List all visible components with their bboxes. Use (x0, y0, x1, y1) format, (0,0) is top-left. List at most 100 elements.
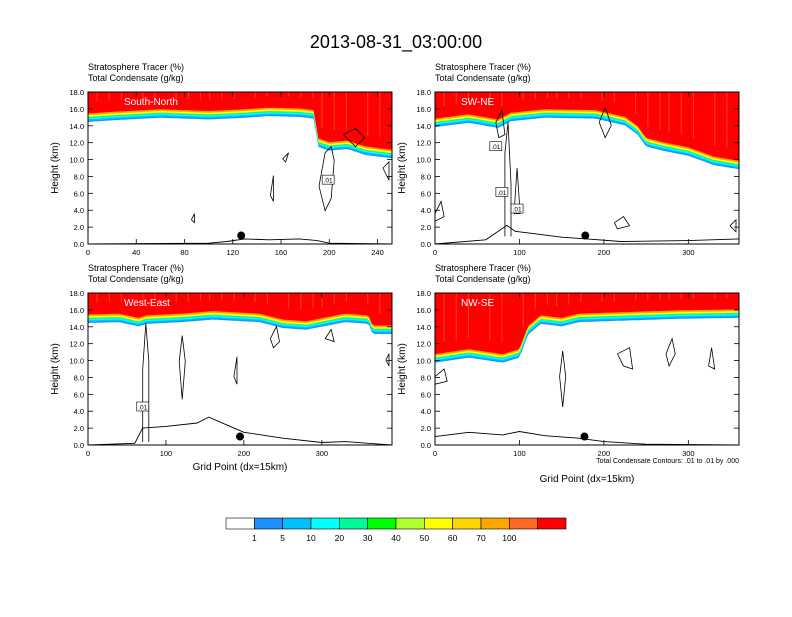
panel-south-north: Stratosphere Tracer (%)Total Condensate … (50, 62, 393, 257)
panel-header-condensate: Total Condensate (g/kg) (88, 73, 184, 83)
y-tick-label: 6.0 (74, 390, 84, 399)
y-tick-label: 18.0 (69, 289, 84, 298)
colorbar-swatch (367, 517, 397, 530)
y-tick-label: 2.0 (421, 223, 431, 232)
y-tick-label: 10.0 (416, 357, 431, 366)
x-tick-label: 200 (238, 449, 251, 458)
y-tick-label: 16.0 (416, 306, 431, 315)
location-marker (237, 231, 246, 240)
y-tick-label: 0.0 (74, 240, 84, 249)
x-tick-label: 120 (227, 248, 240, 257)
colorbar-label: 100 (502, 533, 516, 543)
y-tick-label: 4.0 (421, 206, 431, 215)
y-axis-label: Height (km) (397, 343, 408, 395)
contour-label: .01 (138, 405, 147, 412)
location-marker (581, 231, 590, 240)
y-axis-label: Height (km) (50, 142, 61, 194)
x-tick-label: 200 (323, 248, 336, 257)
y-tick-label: 0.0 (421, 441, 431, 450)
y-tick-label: 14.0 (416, 122, 431, 131)
colorbar-label: 70 (476, 533, 486, 543)
terrain-line (87, 238, 393, 245)
y-tick-label: 4.0 (421, 407, 431, 416)
panel-frame (434, 292, 740, 446)
terrain-line (434, 224, 740, 245)
colorbar-label: 40 (391, 533, 401, 543)
contour-label-box (321, 174, 335, 185)
x-axis-label-left: Grid Point (dx=15km) (193, 462, 288, 473)
x-tick-label: 300 (682, 248, 695, 257)
x-tick-label: 100 (160, 449, 173, 458)
colorbar: 1 5 10 20 30 40 50 60 70 100 (225, 517, 567, 543)
condensate-contour (385, 353, 390, 367)
panel-title: SW-NE (461, 97, 494, 108)
y-tick-label: 14.0 (416, 323, 431, 332)
condensate-contour (513, 167, 521, 214)
condensate-contour (598, 106, 612, 139)
y-tick-label: 10.0 (416, 156, 431, 165)
y-tick-label: 2.0 (74, 424, 84, 433)
x-tick-label: 100 (513, 248, 526, 257)
condensate-contour (382, 160, 390, 181)
panel-header-tracer: Stratosphere Tracer (%) (435, 263, 531, 273)
colorbar-swatch (310, 517, 340, 530)
y-tick-label: 12.0 (69, 340, 84, 349)
y-tick-label: 6.0 (74, 189, 84, 198)
panel-frame (87, 292, 393, 446)
colorbar-swatch (339, 517, 368, 530)
condensate-contour (614, 216, 631, 230)
colorbar-label: 1 (252, 533, 257, 543)
location-marker (236, 432, 244, 441)
condensate-contour (270, 325, 280, 349)
condensate-contour (617, 347, 634, 370)
condensate-contour (504, 122, 512, 237)
tracer-core-red (435, 92, 739, 161)
y-tick-label: 8.0 (421, 373, 431, 382)
colorbar-swatch (254, 517, 283, 530)
colorbar-label: 20 (335, 533, 345, 543)
condensate-contour (191, 213, 195, 224)
location-marker (580, 432, 589, 441)
y-tick-label: 10.0 (69, 156, 84, 165)
panel-west-east: Stratosphere Tracer (%)Total Condensate … (50, 263, 393, 458)
colorbar-swatch (424, 517, 453, 530)
colorbar-swatch (537, 517, 567, 530)
colorbar-label: 10 (306, 533, 316, 543)
contour-label-box (510, 203, 524, 214)
condensate-contour (282, 152, 289, 163)
figure-title: 2013-08-31_03:00:00 (309, 32, 483, 52)
condensate-contour (270, 175, 274, 202)
panel-header-condensate: Total Condensate (g/kg) (88, 274, 184, 284)
contour-label-box (489, 141, 503, 152)
colorbar-swatch (395, 517, 425, 530)
panel-frame (87, 91, 393, 245)
x-tick-label: 100 (513, 449, 526, 458)
y-axis-label: Height (km) (397, 142, 408, 194)
y-tick-label: 14.0 (69, 323, 84, 332)
y-tick-label: 18.0 (69, 88, 84, 97)
x-tick-label: 0 (86, 248, 90, 257)
condensate-contour (708, 347, 716, 370)
colorbar-swatch (509, 517, 538, 530)
y-tick-label: 8.0 (74, 373, 84, 382)
condensate-contour (343, 128, 366, 148)
x-tick-label: 80 (180, 248, 188, 257)
x-tick-label: 300 (682, 449, 695, 458)
y-tick-label: 10.0 (69, 357, 84, 366)
x-tick-label: 0 (433, 248, 437, 257)
y-tick-label: 14.0 (69, 122, 84, 131)
y-tick-label: 4.0 (74, 407, 84, 416)
condensate-contour (434, 200, 445, 222)
x-tick-label: 0 (86, 449, 90, 458)
colorbar-swatch (452, 517, 482, 530)
colorbar-label: 50 (420, 533, 430, 543)
y-tick-label: 16.0 (416, 105, 431, 114)
colorbar-label: 60 (448, 533, 458, 543)
contour-note: Total Condensate Contours: .01 to .01 by… (596, 458, 739, 465)
condensate-contour (324, 328, 335, 343)
y-tick-label: 12.0 (416, 139, 431, 148)
panel-header-condensate: Total Condensate (g/kg) (435, 274, 531, 284)
y-tick-label: 12.0 (416, 340, 431, 349)
x-tick-label: 40 (132, 248, 140, 257)
